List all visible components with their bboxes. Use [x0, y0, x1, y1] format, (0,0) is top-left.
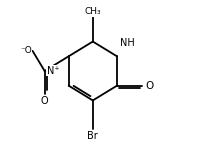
Text: N⁺: N⁺: [47, 66, 59, 76]
Text: CH₃: CH₃: [85, 7, 101, 16]
Text: NH: NH: [120, 38, 135, 48]
Text: Br: Br: [87, 131, 98, 141]
Text: ⁻O: ⁻O: [20, 46, 32, 55]
Text: O: O: [41, 96, 48, 106]
Text: O: O: [146, 81, 154, 91]
